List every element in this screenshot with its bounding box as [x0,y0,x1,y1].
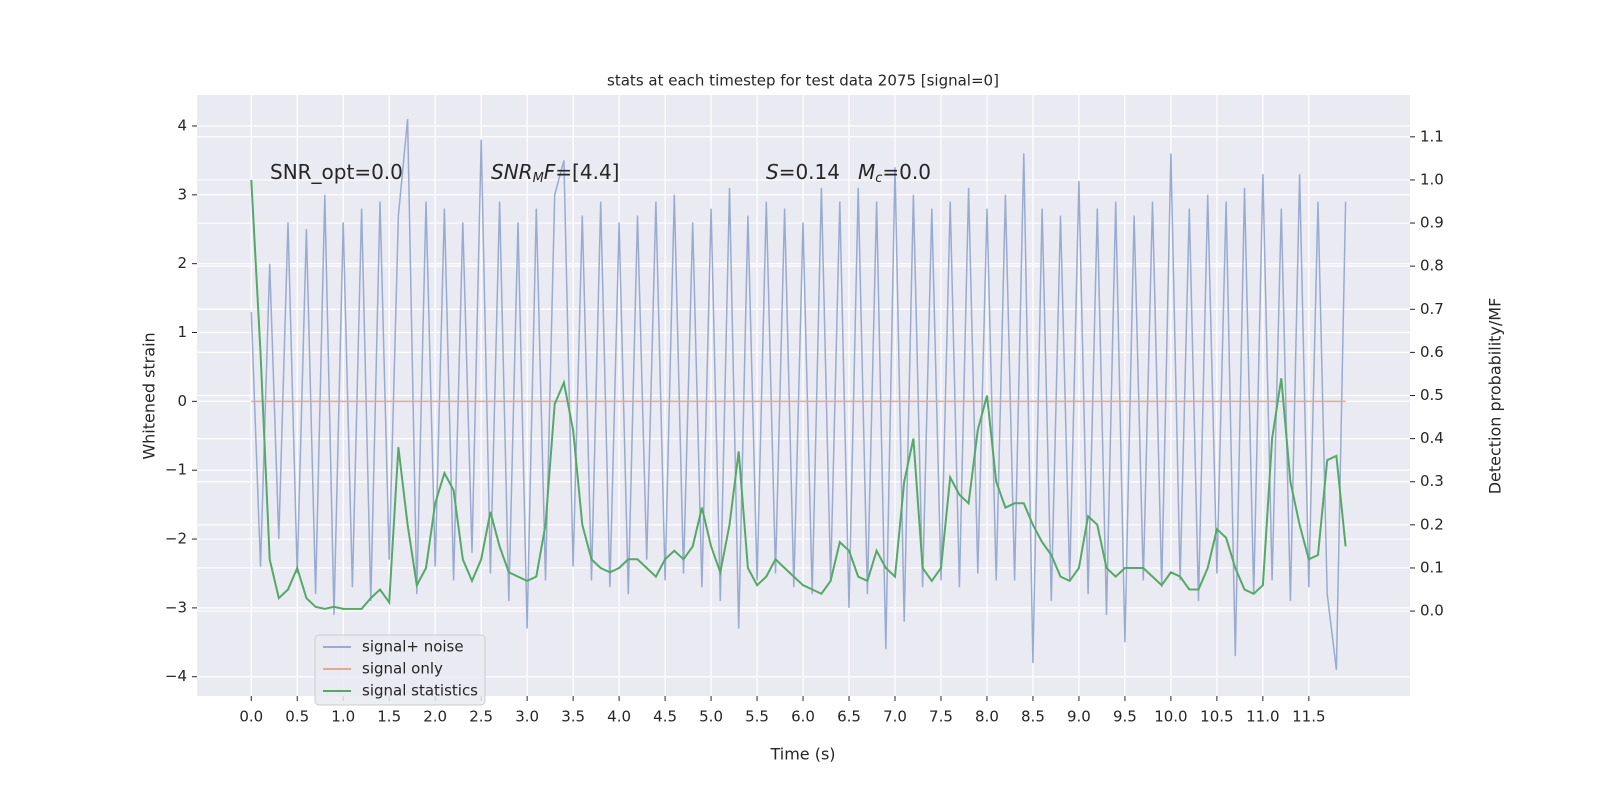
legend-box [314,634,486,706]
legend-label: signal statistics [362,682,478,700]
y2-tick-label: 0.6 [1420,343,1444,361]
x-tick-label: 9.5 [1113,708,1137,726]
y-tick-label: −1 [165,461,187,479]
y-axis-label: Whitened strain [140,332,159,459]
x-axis-label: Time (s) [769,745,835,764]
annotation-part: =0.0 [882,160,931,184]
annotation-part: F [544,160,556,184]
y2-tick-label: 0.0 [1420,602,1444,620]
x-tick-label: 1.0 [331,708,355,726]
x-tick-label: 9.0 [1067,708,1091,726]
x-tick-label: 8.0 [975,708,999,726]
x-tick-label: 2.0 [423,708,447,726]
legend-label: signal only [362,660,443,678]
y2-tick-label: 0.5 [1420,386,1444,404]
y2-tick-label: 0.9 [1420,214,1444,232]
annotation: S=0.14 [766,160,840,184]
x-tick-label: 6.0 [791,708,815,726]
y2-tick-label: 1.1 [1420,127,1444,145]
x-tick-label: 11.0 [1246,708,1279,726]
y-tick-label: 1 [177,323,187,341]
x-tick-label: 5.0 [699,708,723,726]
x-tick-label: 4.5 [653,708,677,726]
annotation-part: M [858,160,875,184]
x-tick-label: 2.5 [469,708,493,726]
y2-tick-label: 0.1 [1420,558,1444,576]
series-line [250,119,1347,670]
y2-tick-label: 0.4 [1420,429,1444,447]
y-tick-label: 2 [177,254,187,272]
x-tick-label: 6.5 [837,708,861,726]
x-tick-label: 1.5 [377,708,401,726]
y2-tick-label: 0.7 [1420,300,1444,318]
x-tick-label: 10.0 [1154,708,1187,726]
x-tick-label: 10.5 [1200,708,1233,726]
legend-label: signal+ noise [362,638,464,656]
y2-tick-label: 0.3 [1420,472,1444,490]
annotation: SNRMF=[4.4] [491,160,619,186]
y-tick-label: 3 [177,185,187,203]
annotation-part: c [875,171,882,186]
annotation: SNR_opt=0.0 [270,160,403,184]
y2-axis-label: Detection probability/MF [1486,298,1505,495]
y-tick-label: −2 [165,530,187,548]
x-tick-label: 11.5 [1292,708,1325,726]
annotation-part: SNR_opt=0.0 [270,160,403,184]
annotation-part: SNR [491,160,533,184]
x-tick-label: 7.5 [929,708,953,726]
annotation-part: M [533,171,544,186]
y-tick-label: 4 [177,116,187,134]
annotation: Mc=0.0 [858,160,931,186]
x-tick-label: 3.0 [515,708,539,726]
y2-tick-label: 1.0 [1420,170,1444,188]
annotation-part: =0.14 [779,160,840,184]
y-tick-label: 0 [177,392,187,410]
annotation-part: S [766,160,779,184]
x-tick-label: 7.0 [883,708,907,726]
y2-tick-label: 0.8 [1420,257,1444,275]
y2-tick-label: 0.2 [1420,515,1444,533]
x-tick-label: 3.5 [561,708,585,726]
annotation-part: =[4.4] [555,160,619,184]
x-tick-label: 8.5 [1021,708,1045,726]
y-tick-label: −3 [165,598,187,616]
y-tick-label: −4 [165,667,187,685]
series-line [250,179,1347,610]
x-tick-label: 5.5 [745,708,769,726]
chart-title: stats at each timestep for test data 207… [607,72,999,90]
x-tick-label: 0.5 [285,708,309,726]
x-tick-label: 0.0 [239,708,263,726]
x-tick-label: 4.0 [607,708,631,726]
